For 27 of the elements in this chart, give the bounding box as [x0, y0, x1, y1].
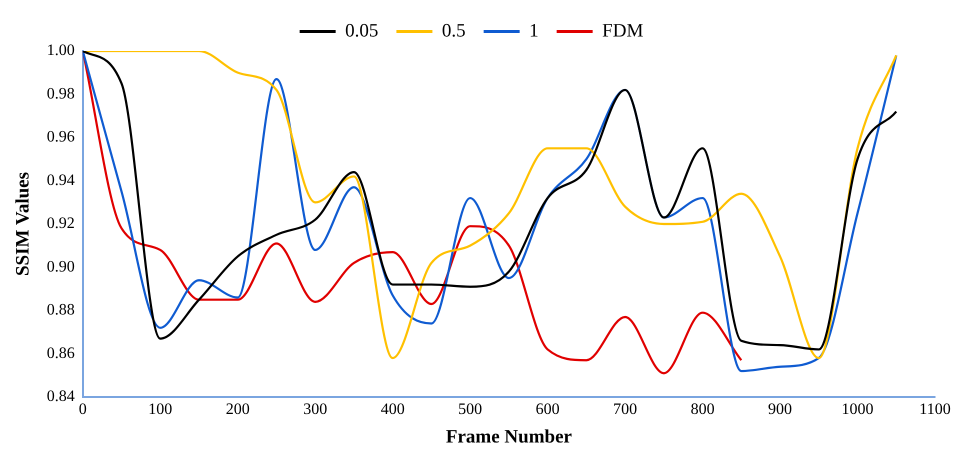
y-tick-label: 0.84	[46, 388, 75, 406]
x-tick-label: 700	[613, 400, 638, 418]
x-tick-label: 100	[148, 400, 172, 418]
x-tick-label: 1100	[919, 400, 951, 418]
x-tick-label: 400	[380, 400, 405, 418]
x-tick-label: 800	[690, 400, 715, 418]
y-tick-label: 0.92	[46, 215, 75, 232]
y-tick-label: 0.98	[46, 85, 75, 102]
y-tick-label: 0.96	[46, 128, 75, 146]
x-axis-title: Frame Number	[446, 426, 573, 448]
y-tick-label: 0.88	[46, 302, 75, 319]
legend-label: FDM	[602, 20, 644, 42]
x-tick-label: 0	[78, 400, 87, 418]
y-tick-label: 0.94	[46, 172, 75, 189]
x-tick-label: 300	[303, 400, 328, 418]
legend-label: 0.05	[345, 20, 378, 42]
x-tick-label: 600	[536, 400, 560, 418]
y-axis-title: SSIM Values	[12, 172, 34, 276]
legend-label: 0.5	[442, 20, 466, 42]
legend-label: 1	[529, 20, 539, 42]
y-tick-label: 0.86	[46, 344, 75, 362]
x-tick-label: 1000	[842, 400, 874, 418]
y-tick-label: 1.00	[46, 42, 75, 60]
y-tick-label: 0.90	[46, 258, 75, 276]
x-tick-label: 200	[226, 400, 250, 418]
x-tick-label: 500	[458, 400, 482, 418]
x-tick-label: 900	[768, 400, 792, 418]
